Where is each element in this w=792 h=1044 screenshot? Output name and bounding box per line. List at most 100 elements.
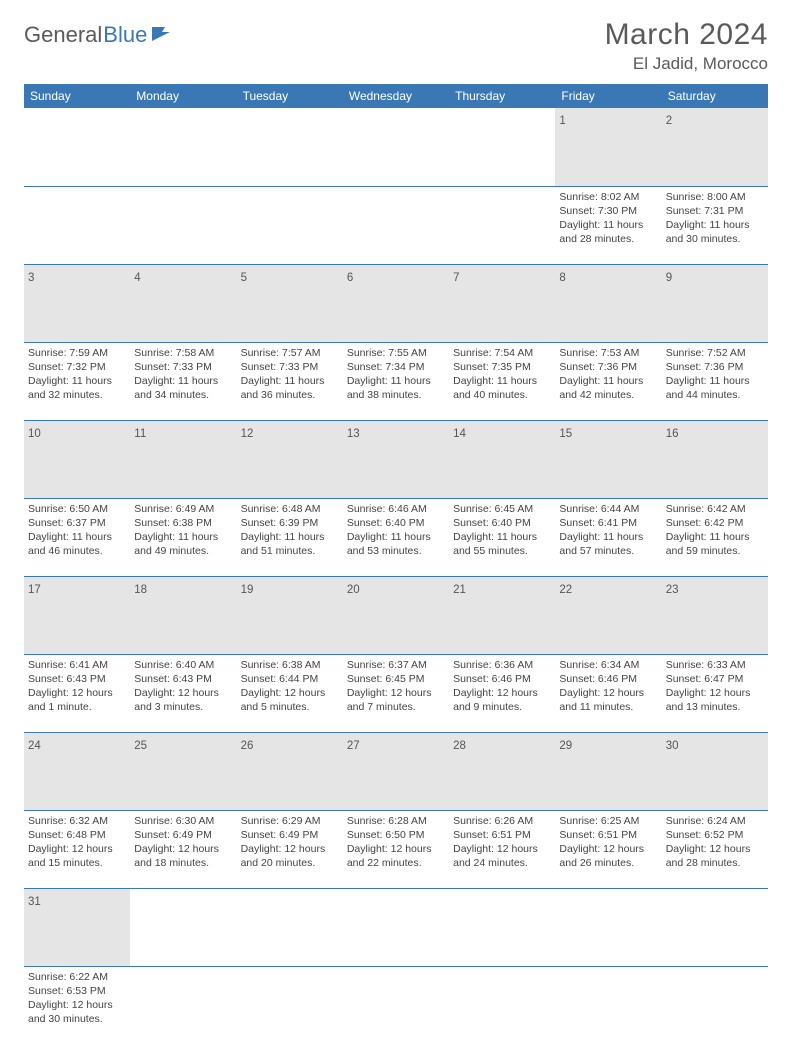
sunset-line: Sunset: 7:31 PM — [666, 204, 764, 218]
day-number: 3 — [28, 272, 34, 284]
sunset-line: Sunset: 6:52 PM — [666, 828, 764, 842]
daylight-line: Daylight: 12 hours and 22 minutes. — [347, 842, 445, 870]
day-number-row: 24252627282930 — [24, 732, 768, 810]
day-number: 24 — [28, 740, 41, 752]
day-number-cell: 4 — [130, 264, 236, 342]
sunrise-line: Sunrise: 6:42 AM — [666, 502, 764, 516]
daylight-line: Daylight: 12 hours and 28 minutes. — [666, 842, 764, 870]
day-details: Sunrise: 6:41 AMSunset: 6:43 PMDaylight:… — [28, 658, 126, 715]
day-content-cell: Sunrise: 7:59 AMSunset: 7:32 PMDaylight:… — [24, 342, 130, 420]
sunrise-line: Sunrise: 6:37 AM — [347, 658, 445, 672]
day-number-cell: 1 — [555, 108, 661, 186]
day-content-cell: Sunrise: 6:41 AMSunset: 6:43 PMDaylight:… — [24, 654, 130, 732]
day-number-cell: 2 — [662, 108, 768, 186]
day-details: Sunrise: 6:46 AMSunset: 6:40 PMDaylight:… — [347, 502, 445, 559]
daylight-line: Daylight: 11 hours and 59 minutes. — [666, 530, 764, 558]
day-content-row: Sunrise: 6:41 AMSunset: 6:43 PMDaylight:… — [24, 654, 768, 732]
day-number-cell: 17 — [24, 576, 130, 654]
day-content-row: Sunrise: 6:50 AMSunset: 6:37 PMDaylight:… — [24, 498, 768, 576]
day-details: Sunrise: 6:28 AMSunset: 6:50 PMDaylight:… — [347, 814, 445, 871]
day-content-cell: Sunrise: 7:57 AMSunset: 7:33 PMDaylight:… — [237, 342, 343, 420]
day-content-cell — [130, 966, 236, 1044]
day-content-cell: Sunrise: 6:46 AMSunset: 6:40 PMDaylight:… — [343, 498, 449, 576]
day-content-cell: Sunrise: 7:53 AMSunset: 7:36 PMDaylight:… — [555, 342, 661, 420]
day-content-cell: Sunrise: 6:26 AMSunset: 6:51 PMDaylight:… — [449, 810, 555, 888]
day-details: Sunrise: 6:33 AMSunset: 6:47 PMDaylight:… — [666, 658, 764, 715]
day-number-cell: 24 — [24, 732, 130, 810]
daylight-line: Daylight: 12 hours and 18 minutes. — [134, 842, 232, 870]
day-number-cell: 8 — [555, 264, 661, 342]
day-number: 11 — [134, 428, 146, 440]
header: GeneralBlue March 2024 El Jadid, Morocco — [24, 18, 768, 74]
day-content-cell: Sunrise: 6:50 AMSunset: 6:37 PMDaylight:… — [24, 498, 130, 576]
daylight-line: Daylight: 12 hours and 11 minutes. — [559, 686, 657, 714]
day-number-cell: 28 — [449, 732, 555, 810]
daylight-line: Daylight: 11 hours and 32 minutes. — [28, 374, 126, 402]
day-details: Sunrise: 7:53 AMSunset: 7:36 PMDaylight:… — [559, 346, 657, 403]
sunrise-line: Sunrise: 6:34 AM — [559, 658, 657, 672]
day-number: 20 — [347, 584, 360, 596]
day-number-cell: 27 — [343, 732, 449, 810]
day-content-cell: Sunrise: 6:44 AMSunset: 6:41 PMDaylight:… — [555, 498, 661, 576]
day-content-cell — [449, 966, 555, 1044]
weekday-header: Thursday — [449, 84, 555, 108]
sunset-line: Sunset: 6:43 PM — [134, 672, 232, 686]
day-details: Sunrise: 6:40 AMSunset: 6:43 PMDaylight:… — [134, 658, 232, 715]
daylight-line: Daylight: 12 hours and 13 minutes. — [666, 686, 764, 714]
day-content-cell: Sunrise: 6:32 AMSunset: 6:48 PMDaylight:… — [24, 810, 130, 888]
daylight-line: Daylight: 12 hours and 26 minutes. — [559, 842, 657, 870]
day-number-cell — [130, 888, 236, 966]
daylight-line: Daylight: 12 hours and 24 minutes. — [453, 842, 551, 870]
day-details: Sunrise: 6:50 AMSunset: 6:37 PMDaylight:… — [28, 502, 126, 559]
day-content-row: Sunrise: 6:32 AMSunset: 6:48 PMDaylight:… — [24, 810, 768, 888]
logo-blue: Blue — [103, 22, 147, 48]
sunrise-line: Sunrise: 6:29 AM — [241, 814, 339, 828]
sunset-line: Sunset: 6:46 PM — [453, 672, 551, 686]
day-number-cell: 22 — [555, 576, 661, 654]
day-details: Sunrise: 6:22 AMSunset: 6:53 PMDaylight:… — [28, 970, 126, 1027]
day-number: 1 — [559, 115, 565, 127]
day-number-cell — [449, 108, 555, 186]
weekday-header: Monday — [130, 84, 236, 108]
day-number: 18 — [134, 584, 147, 596]
day-number-cell: 10 — [24, 420, 130, 498]
day-content-cell: Sunrise: 6:48 AMSunset: 6:39 PMDaylight:… — [237, 498, 343, 576]
day-number-row: 12 — [24, 108, 768, 186]
day-content-row: Sunrise: 6:22 AMSunset: 6:53 PMDaylight:… — [24, 966, 768, 1044]
daylight-line: Daylight: 11 hours and 28 minutes. — [559, 218, 657, 246]
title-block: March 2024 El Jadid, Morocco — [605, 18, 768, 74]
day-details: Sunrise: 7:59 AMSunset: 7:32 PMDaylight:… — [28, 346, 126, 403]
sunrise-line: Sunrise: 6:44 AM — [559, 502, 657, 516]
day-content-cell: Sunrise: 6:30 AMSunset: 6:49 PMDaylight:… — [130, 810, 236, 888]
day-content-cell: Sunrise: 7:54 AMSunset: 7:35 PMDaylight:… — [449, 342, 555, 420]
daylight-line: Daylight: 11 hours and 38 minutes. — [347, 374, 445, 402]
weekday-header: Wednesday — [343, 84, 449, 108]
day-content-cell: Sunrise: 6:49 AMSunset: 6:38 PMDaylight:… — [130, 498, 236, 576]
daylight-line: Daylight: 12 hours and 5 minutes. — [241, 686, 339, 714]
sunrise-line: Sunrise: 6:36 AM — [453, 658, 551, 672]
day-number-cell — [662, 888, 768, 966]
daylight-line: Daylight: 12 hours and 9 minutes. — [453, 686, 551, 714]
day-content-cell: Sunrise: 6:42 AMSunset: 6:42 PMDaylight:… — [662, 498, 768, 576]
sunrise-line: Sunrise: 6:33 AM — [666, 658, 764, 672]
day-number: 19 — [241, 584, 254, 596]
day-content-cell — [130, 186, 236, 264]
day-number: 21 — [453, 584, 466, 596]
day-content-cell — [24, 186, 130, 264]
sunrise-line: Sunrise: 6:38 AM — [241, 658, 339, 672]
day-details: Sunrise: 7:57 AMSunset: 7:33 PMDaylight:… — [241, 346, 339, 403]
day-number: 29 — [559, 740, 572, 752]
day-number-cell: 18 — [130, 576, 236, 654]
sunrise-line: Sunrise: 6:30 AM — [134, 814, 232, 828]
day-number: 8 — [559, 272, 565, 284]
day-content-cell: Sunrise: 6:28 AMSunset: 6:50 PMDaylight:… — [343, 810, 449, 888]
sunset-line: Sunset: 7:33 PM — [241, 360, 339, 374]
day-number-cell: 3 — [24, 264, 130, 342]
day-number-cell: 29 — [555, 732, 661, 810]
day-number: 7 — [453, 272, 459, 284]
day-number-cell: 12 — [237, 420, 343, 498]
sunset-line: Sunset: 6:45 PM — [347, 672, 445, 686]
sunset-line: Sunset: 6:51 PM — [559, 828, 657, 842]
sunset-line: Sunset: 6:51 PM — [453, 828, 551, 842]
calendar-table: SundayMondayTuesdayWednesdayThursdayFrid… — [24, 84, 768, 1044]
